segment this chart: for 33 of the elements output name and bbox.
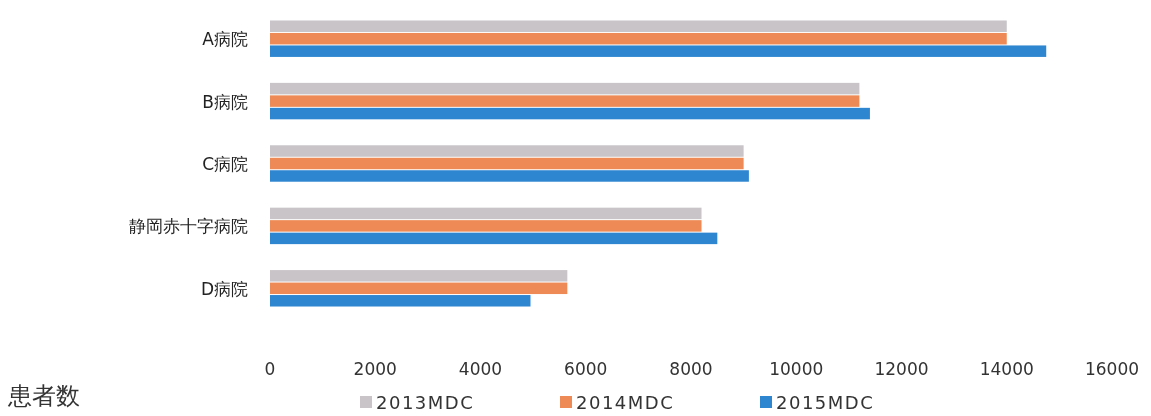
- x-tick-label: 16000: [1084, 359, 1140, 379]
- bar: [270, 45, 1047, 57]
- x-tick-label: 14000: [979, 359, 1034, 379]
- bar: [270, 295, 531, 307]
- bar: [270, 282, 568, 295]
- x-tick-label: 4000: [458, 359, 503, 379]
- bar: [270, 95, 860, 107]
- x-axis-title: 患者数: [7, 382, 80, 410]
- bar: [270, 220, 702, 232]
- x-tick-label: 2000: [353, 359, 397, 379]
- x-tick-label: 10000: [769, 359, 824, 379]
- bar: [270, 145, 744, 157]
- y-tick-label: A病院: [202, 29, 248, 50]
- bar: [270, 207, 702, 220]
- legend-label: 2013MDC: [376, 392, 475, 413]
- x-tick-label: 8000: [669, 359, 713, 379]
- bar: [270, 82, 860, 95]
- x-tick-label: 0: [264, 359, 276, 379]
- x-tick-label: 12000: [874, 359, 929, 379]
- bar: [270, 107, 870, 120]
- x-tick-label: 6000: [564, 359, 608, 379]
- bar: [270, 32, 1007, 45]
- legend-label: 2014MDC: [576, 392, 675, 413]
- y-tick-label: B病院: [202, 91, 248, 112]
- bar: [270, 157, 744, 170]
- y-tick-label: 静岡赤十字病院: [129, 216, 248, 237]
- y-tick-label: D病院: [200, 278, 248, 299]
- bar: [270, 20, 1007, 32]
- bar: [270, 232, 718, 245]
- bar: [270, 170, 749, 182]
- y-tick-label: C病院: [202, 154, 248, 174]
- legend-label: 2015MDC: [776, 392, 875, 413]
- bar: [270, 270, 568, 282]
